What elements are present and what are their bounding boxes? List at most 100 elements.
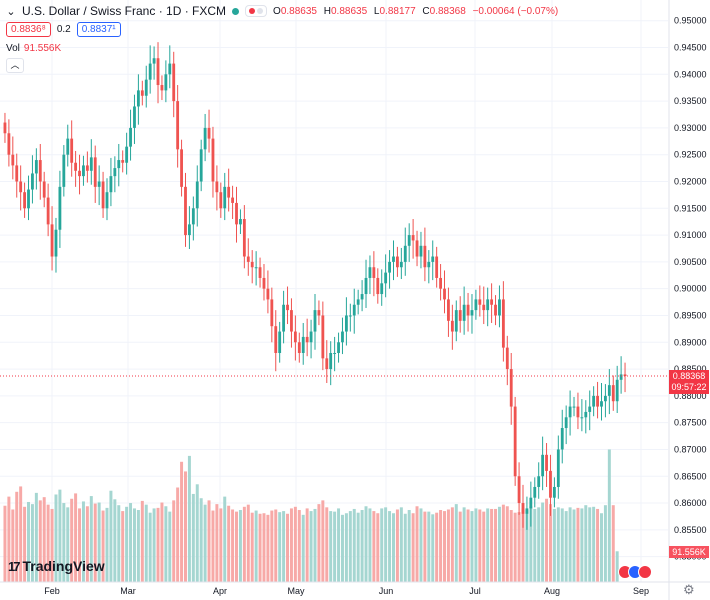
events-icon[interactable] xyxy=(618,565,652,579)
candle-body xyxy=(604,395,607,402)
y-tick-label: 0.87000 xyxy=(674,444,707,454)
volume-bars xyxy=(3,449,619,582)
y-tick-label: 0.93500 xyxy=(674,96,707,106)
currency-flags-icon[interactable] xyxy=(245,5,268,17)
volume-bar xyxy=(403,513,407,582)
candle-body xyxy=(352,304,356,316)
ask-price[interactable]: 0.8837¹ xyxy=(76,22,121,37)
volume-bar xyxy=(541,502,545,582)
candle-body xyxy=(227,186,231,198)
candle-body xyxy=(396,256,399,268)
volume-bar xyxy=(443,511,447,582)
candle-body xyxy=(301,336,305,353)
time-axis[interactable]: Feb Mar Apr May Jun Jul Aug Sep xyxy=(0,581,710,596)
candle-body xyxy=(372,267,376,278)
candle-body xyxy=(611,385,615,402)
market-status-icon xyxy=(232,7,240,15)
volume-bar xyxy=(545,498,549,582)
candle-body xyxy=(105,192,109,209)
volume-bar xyxy=(191,493,195,582)
candle-body xyxy=(46,197,50,225)
candle-body xyxy=(156,58,160,86)
candle-body xyxy=(50,224,54,257)
volume-bar xyxy=(372,511,376,582)
candle-body xyxy=(38,160,42,182)
candle-body xyxy=(191,208,195,225)
candle-body xyxy=(505,347,509,370)
volume-bar xyxy=(376,513,380,582)
tradingview-logo[interactable]: 17 TradingView xyxy=(8,558,105,574)
candle-body xyxy=(3,122,7,134)
volume-bar xyxy=(364,506,368,582)
volume-bar xyxy=(66,507,70,582)
candle-body xyxy=(364,277,368,295)
volume-bar xyxy=(340,514,344,582)
volume-bar xyxy=(93,503,97,582)
volume-bar xyxy=(588,507,592,582)
volume-bar xyxy=(611,505,615,582)
volume-bar xyxy=(348,511,352,582)
volume-bar xyxy=(282,511,286,582)
candle-body xyxy=(619,374,623,380)
x-tick-label: Mar xyxy=(120,586,136,596)
volume-bar xyxy=(168,511,172,582)
volume-bar xyxy=(235,511,239,582)
y-tick-label: 0.95000 xyxy=(674,16,707,26)
volume-bar xyxy=(117,505,121,582)
volume-bar xyxy=(23,506,27,582)
volume-bar xyxy=(54,494,58,582)
candle-body xyxy=(109,176,113,193)
chevron-down-icon[interactable]: ⌄ xyxy=(6,5,16,18)
candle-body xyxy=(549,470,552,498)
volume-bar xyxy=(458,511,462,582)
volume-bar xyxy=(58,489,62,582)
volume-bar xyxy=(7,496,11,582)
candle-body xyxy=(242,219,246,257)
y-tick-label: 0.93000 xyxy=(674,123,707,133)
volume-bar xyxy=(525,510,529,582)
y-tick-label: 0.92500 xyxy=(674,150,707,160)
volume-bar xyxy=(521,508,525,582)
candle-body xyxy=(490,299,494,305)
volume-bar xyxy=(187,455,191,582)
candle-body xyxy=(600,401,603,407)
volume-bar xyxy=(344,513,348,582)
volume-bar xyxy=(160,502,164,582)
price-axis[interactable]: 0.95000 0.94500 0.94000 0.93500 0.93000 0.925… xyxy=(668,0,707,600)
candle-body xyxy=(607,385,611,396)
volume-bar xyxy=(462,507,466,582)
candle-body xyxy=(93,157,97,187)
volume-bar xyxy=(380,508,384,582)
candle-body xyxy=(423,245,427,268)
candle-body xyxy=(411,235,415,241)
volume-bar xyxy=(494,508,498,582)
volume-bar xyxy=(466,509,470,582)
volume-bar xyxy=(266,514,270,582)
symbol-title[interactable]: U.S. Dollar / Swiss Franc · 1D · FXCM xyxy=(22,4,227,18)
candle-body xyxy=(466,304,470,316)
volume-bar xyxy=(596,508,600,582)
candle-body xyxy=(211,138,215,182)
candle-body xyxy=(136,90,140,107)
candle-body xyxy=(317,310,321,316)
gear-icon[interactable]: ⚙ xyxy=(683,582,695,597)
candle-body xyxy=(27,189,30,209)
bid-price[interactable]: 0.8836⁸ xyxy=(6,22,51,37)
volume-bar xyxy=(368,508,372,582)
volume-bar xyxy=(513,512,517,582)
candle-body xyxy=(580,417,584,419)
volume-bar xyxy=(274,509,278,582)
volume-bar xyxy=(603,505,607,582)
volume-bar xyxy=(211,510,215,582)
candle-body xyxy=(356,299,360,305)
candle-body xyxy=(384,272,388,284)
ohlc-values: O0.88635 H0.88635 L0.88177 C0.88368 −0.0… xyxy=(273,5,559,17)
y-tick-label: 0.94000 xyxy=(674,69,707,79)
candle-body xyxy=(101,181,105,209)
candle-body xyxy=(337,342,340,353)
collapse-legend-button[interactable]: ︿ xyxy=(6,58,24,73)
candle-body xyxy=(195,181,199,209)
volume-bar xyxy=(356,512,360,582)
volume-bar xyxy=(454,504,458,582)
